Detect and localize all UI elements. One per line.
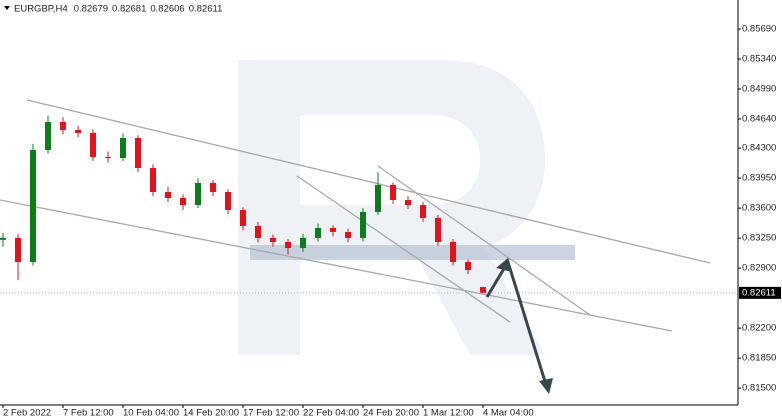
arrow-head	[496, 258, 512, 272]
candle-body	[435, 217, 441, 242]
candle-body	[240, 210, 246, 226]
candle-body	[120, 138, 126, 158]
candle-body	[300, 237, 306, 248]
candle-body	[150, 168, 156, 192]
candle-body	[255, 225, 261, 238]
menu-icon[interactable]	[4, 6, 10, 10]
y-tick-label: 0.84300	[742, 143, 776, 154]
y-tick-label: 0.85340	[742, 53, 776, 64]
candle-body	[315, 228, 321, 238]
y-tick-label: 0.83600	[742, 203, 776, 214]
y-tick-label: 0.85690	[742, 23, 776, 34]
candle-body	[60, 121, 66, 130]
candle-body	[405, 199, 411, 206]
candle-body	[15, 237, 21, 263]
y-tick-label: 0.82900	[742, 263, 776, 274]
ohlc-value: 0.82611	[189, 4, 223, 15]
ohlc-value: 0.82606	[150, 4, 184, 15]
channel-upper	[26, 99, 711, 264]
candle-body	[135, 138, 141, 168]
candle-body	[180, 198, 186, 206]
x-tick-label: 1 Mar 12:00	[423, 408, 474, 419]
candle-body	[225, 192, 231, 210]
candle-body	[450, 241, 456, 263]
x-tick-label: 14 Feb 20:00	[183, 408, 239, 419]
candle-body	[0, 237, 6, 240]
candle-body	[30, 150, 36, 263]
y-tick-label: 0.81500	[742, 383, 776, 394]
plot	[0, 115, 738, 294]
candle-body	[480, 287, 486, 293]
candle-body	[330, 228, 336, 232]
candle-body	[195, 183, 201, 206]
x-tick-label: 22 Feb 04:00	[303, 408, 359, 419]
trend-lines	[0, 99, 711, 332]
price-label-bg	[739, 286, 781, 299]
channel-lower	[0, 199, 673, 332]
candle-body	[375, 184, 381, 212]
candle-body	[90, 132, 96, 157]
wedge-upper	[377, 165, 591, 316]
y-tick-label: 0.83950	[742, 173, 776, 184]
candle-body	[210, 183, 216, 192]
arrow-head	[539, 378, 553, 394]
ohlc-value: 0.82679	[74, 4, 108, 15]
candle-body	[420, 205, 426, 218]
price-label: 0.82611	[742, 287, 776, 298]
y-tick-label: 0.81850	[742, 353, 776, 364]
candle-body	[105, 156, 111, 158]
x-tick-label: 24 Feb 20:00	[363, 408, 419, 419]
y-tick-label: 0.84640	[742, 113, 776, 124]
candle-body	[285, 241, 291, 248]
candle-body	[360, 211, 366, 238]
y-tick-label: 0.84990	[742, 83, 776, 94]
y-tick-label: 0.82200	[742, 323, 776, 334]
candle-body	[345, 231, 351, 238]
candle-body	[45, 121, 51, 150]
x-tick-label: 10 Feb 04:00	[123, 408, 179, 419]
candle-body	[75, 129, 81, 133]
symbol: EURGBP,H4	[14, 4, 68, 15]
y-tick-label: 0.83250	[742, 233, 776, 244]
wedge-lower	[296, 175, 511, 323]
support-zone	[250, 245, 575, 260]
candle-body	[390, 184, 396, 200]
x-tick-label: 7 Feb 12:00	[63, 408, 114, 419]
watermark	[238, 60, 545, 355]
x-tick-label: 4 Mar 04:00	[483, 408, 534, 419]
candle-body	[165, 192, 171, 198]
x-tick-label: 2 Feb 2022	[3, 408, 51, 419]
ohlc-value: 0.82681	[112, 4, 146, 15]
candle-body	[465, 262, 471, 270]
candle-body	[270, 237, 276, 242]
x-tick-label: 17 Feb 12:00	[243, 408, 299, 419]
